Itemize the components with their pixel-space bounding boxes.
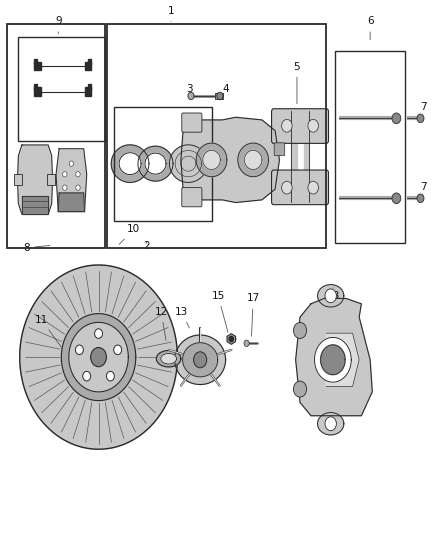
Bar: [34, 59, 37, 64]
Circle shape: [217, 92, 223, 100]
Circle shape: [325, 417, 336, 431]
Polygon shape: [58, 193, 85, 212]
Text: 12: 12: [155, 307, 168, 341]
Circle shape: [325, 289, 336, 303]
Text: 7: 7: [420, 102, 427, 111]
Polygon shape: [119, 153, 141, 174]
Text: 2: 2: [143, 241, 150, 251]
Polygon shape: [318, 413, 344, 435]
Polygon shape: [238, 143, 268, 176]
Bar: [107, 24, 326, 248]
Circle shape: [76, 185, 80, 190]
Bar: [88, 84, 91, 90]
Circle shape: [76, 172, 80, 177]
Circle shape: [308, 119, 318, 132]
Polygon shape: [161, 353, 177, 364]
Polygon shape: [227, 334, 236, 344]
Polygon shape: [321, 345, 345, 375]
Circle shape: [417, 114, 424, 123]
Circle shape: [69, 161, 74, 166]
Circle shape: [392, 113, 401, 124]
Bar: [85, 62, 91, 70]
Bar: [34, 62, 41, 70]
Polygon shape: [69, 322, 128, 392]
Circle shape: [83, 372, 91, 381]
Polygon shape: [111, 145, 149, 182]
Text: 8: 8: [23, 243, 50, 253]
Text: 17: 17: [247, 294, 260, 336]
Bar: [85, 87, 91, 96]
Text: 16: 16: [194, 344, 207, 373]
Text: 13: 13: [175, 307, 189, 328]
Polygon shape: [203, 150, 220, 169]
Polygon shape: [20, 265, 177, 449]
Polygon shape: [61, 313, 136, 401]
Circle shape: [392, 193, 401, 204]
Polygon shape: [183, 343, 218, 377]
Circle shape: [114, 345, 122, 354]
Polygon shape: [244, 150, 262, 169]
Circle shape: [293, 322, 307, 338]
Text: 9: 9: [55, 17, 62, 34]
Text: 11: 11: [35, 315, 67, 356]
Circle shape: [293, 381, 307, 397]
Text: 15: 15: [212, 291, 228, 332]
Bar: [18, 37, 105, 141]
Polygon shape: [318, 285, 344, 307]
FancyBboxPatch shape: [274, 143, 285, 156]
Bar: [34, 84, 37, 90]
Circle shape: [308, 181, 318, 194]
Circle shape: [63, 185, 67, 190]
Circle shape: [106, 372, 114, 381]
Circle shape: [282, 181, 292, 194]
Polygon shape: [196, 143, 227, 176]
Text: 6: 6: [367, 17, 374, 40]
Text: 1: 1: [167, 6, 174, 21]
FancyBboxPatch shape: [272, 109, 328, 143]
Circle shape: [95, 329, 102, 338]
Bar: [291, 111, 297, 202]
Circle shape: [75, 345, 83, 354]
Circle shape: [91, 348, 106, 367]
Circle shape: [229, 336, 233, 342]
Circle shape: [194, 352, 207, 368]
Text: 4: 4: [222, 84, 229, 94]
Polygon shape: [156, 351, 181, 367]
Text: 10: 10: [119, 224, 140, 244]
Circle shape: [417, 194, 424, 203]
Polygon shape: [22, 196, 48, 214]
Circle shape: [188, 92, 194, 100]
Circle shape: [282, 119, 292, 132]
Polygon shape: [56, 149, 87, 212]
Bar: [335, 51, 405, 243]
Text: 7: 7: [420, 182, 427, 191]
Bar: [227, 147, 251, 173]
FancyBboxPatch shape: [182, 113, 202, 132]
Bar: [7, 24, 105, 248]
Bar: [215, 93, 223, 99]
Circle shape: [63, 172, 67, 177]
FancyBboxPatch shape: [272, 170, 328, 205]
Text: 18: 18: [327, 288, 340, 301]
FancyBboxPatch shape: [182, 188, 202, 207]
Polygon shape: [181, 117, 279, 203]
Circle shape: [244, 340, 249, 346]
Bar: [114, 107, 212, 221]
Polygon shape: [145, 153, 166, 174]
Polygon shape: [18, 145, 53, 214]
Polygon shape: [296, 298, 372, 416]
Polygon shape: [175, 335, 226, 384]
Bar: [88, 59, 91, 64]
Text: 3: 3: [186, 84, 193, 94]
Polygon shape: [138, 146, 173, 181]
Bar: [34, 87, 41, 96]
Polygon shape: [170, 145, 207, 182]
Bar: [304, 111, 309, 202]
Polygon shape: [314, 337, 351, 382]
Text: 5: 5: [293, 62, 300, 104]
Polygon shape: [326, 333, 359, 386]
Bar: [14, 174, 22, 185]
Bar: [47, 174, 55, 185]
